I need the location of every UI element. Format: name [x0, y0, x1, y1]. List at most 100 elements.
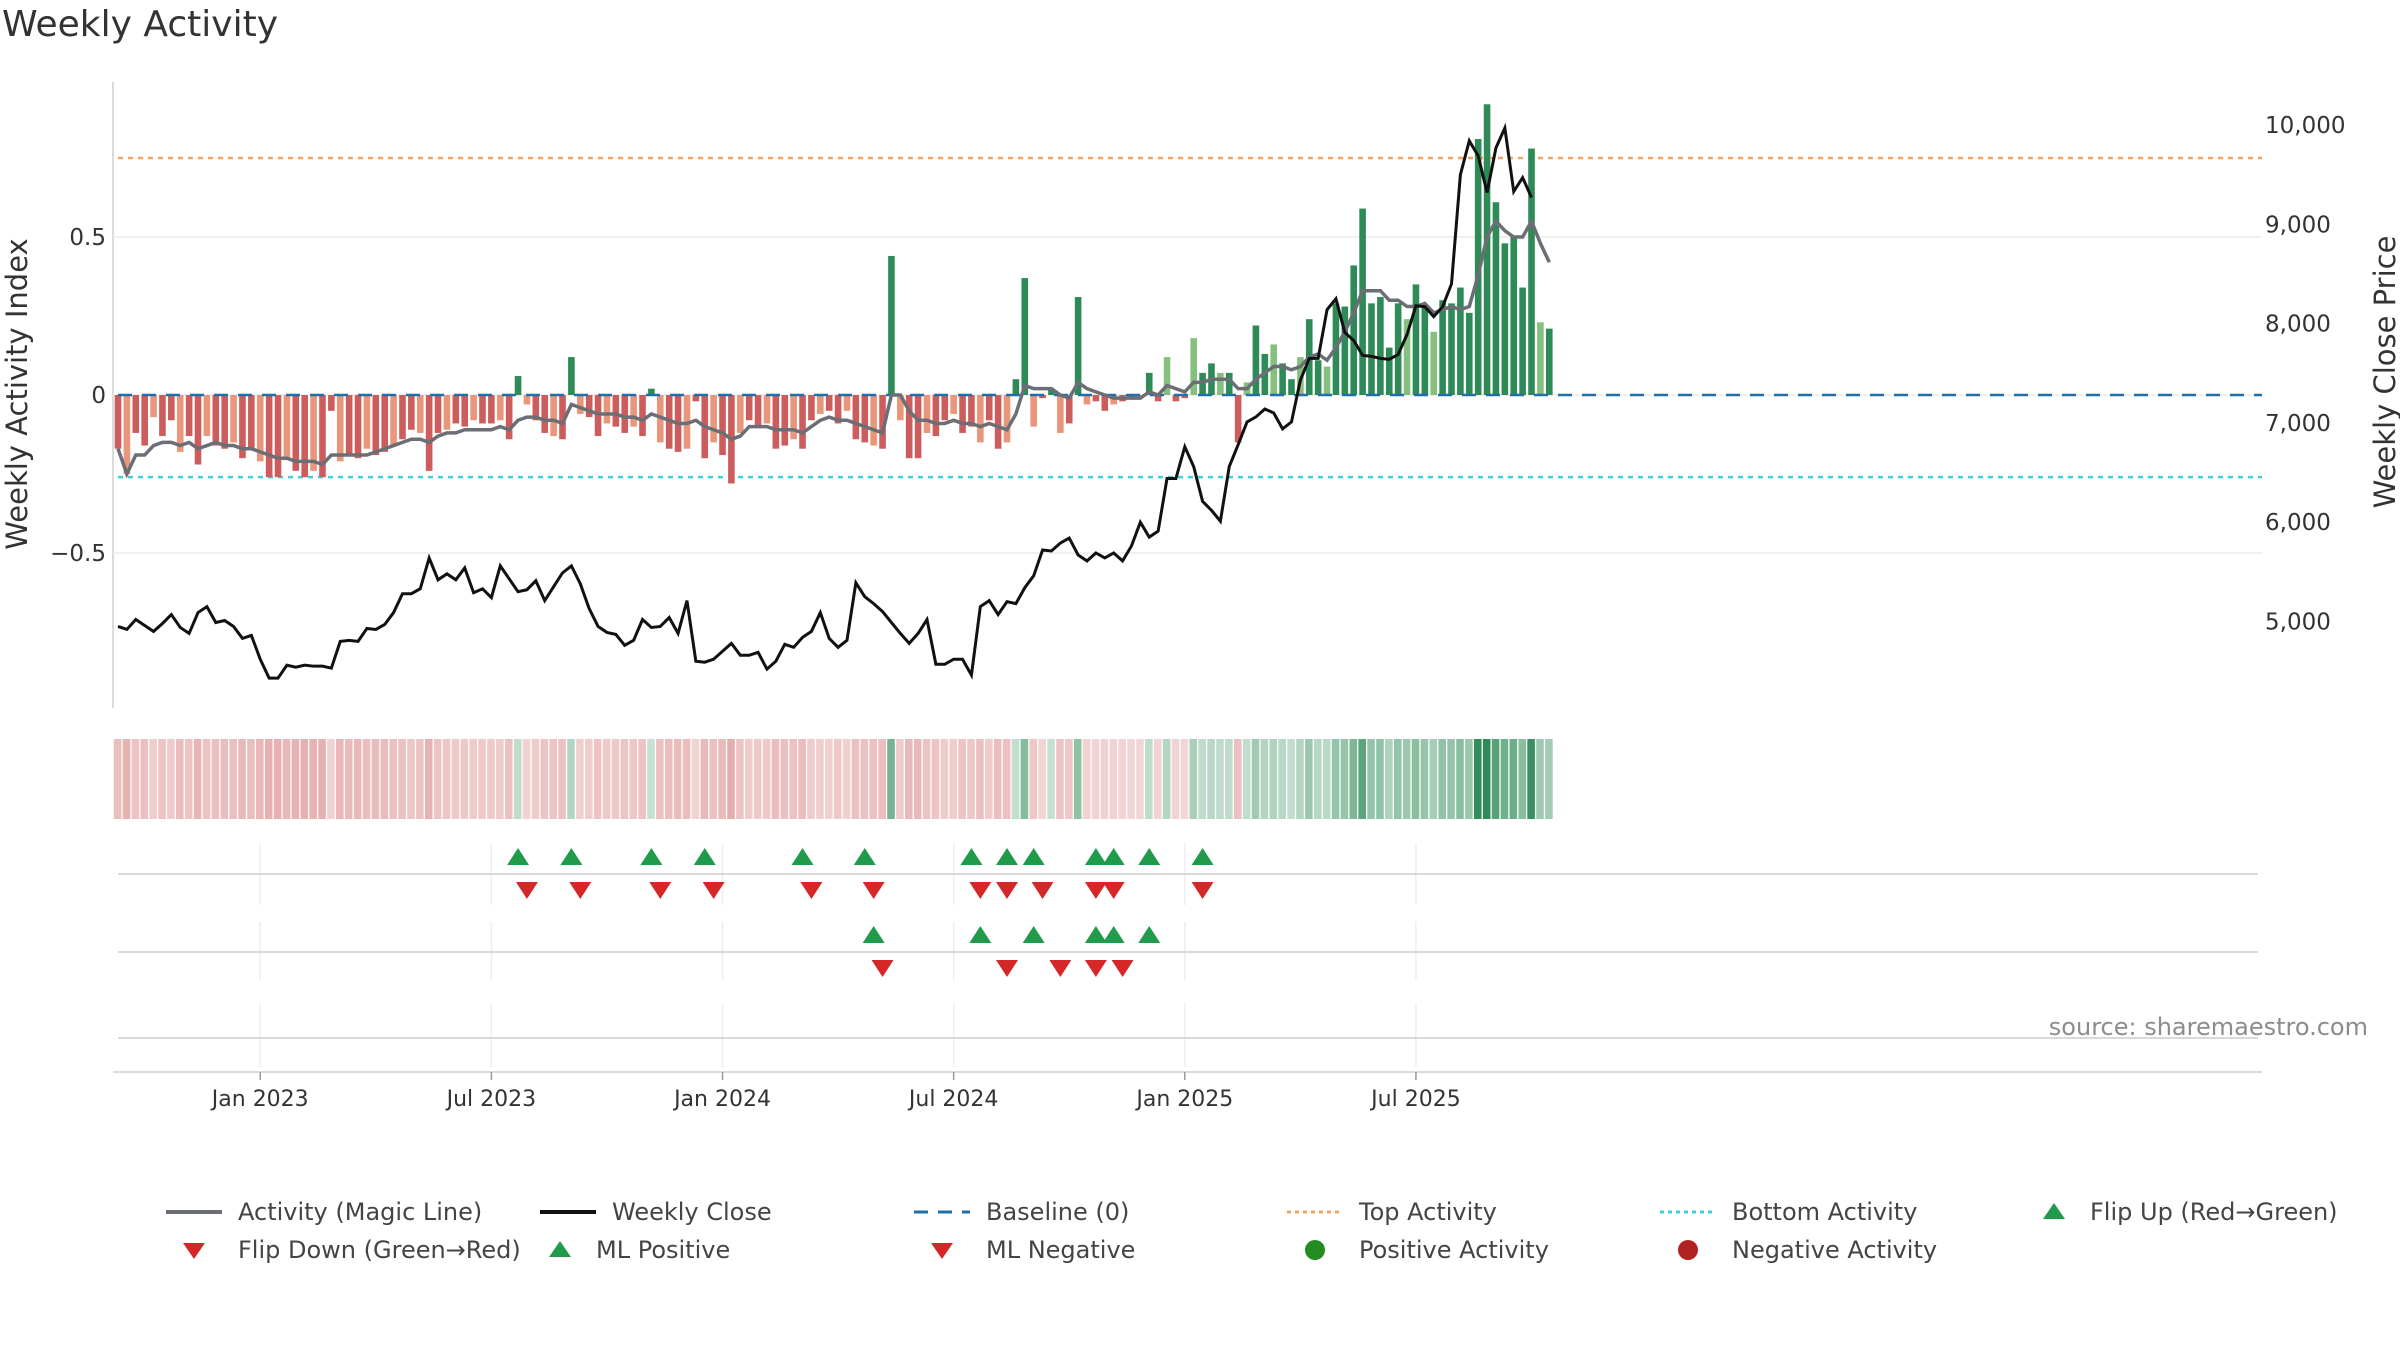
heat-cell [647, 739, 655, 819]
activity-bar [1234, 395, 1242, 443]
heat-cell [1536, 739, 1544, 819]
activity-bar [1190, 338, 1197, 395]
heat-cell [727, 739, 735, 819]
activity-bar [550, 395, 557, 437]
activity-bar [194, 395, 202, 465]
heat-cell [602, 739, 611, 819]
activity-bar [408, 395, 415, 430]
heat-cell [949, 739, 958, 819]
heat-cell [1029, 739, 1038, 819]
activity-bar [1519, 287, 1526, 395]
x-tick-label: Jan 2024 [672, 1087, 771, 1112]
activity-bar [1457, 287, 1464, 395]
activity-bar [861, 395, 869, 443]
heat-cell [256, 739, 264, 819]
activity-bar [1217, 372, 1224, 395]
legend-weekly-close: Weekly Close [538, 1196, 772, 1228]
activity-bar [737, 395, 744, 433]
heat-cell [211, 739, 220, 819]
activity-bar [1314, 360, 1322, 395]
heat-cell [1100, 739, 1109, 819]
ml-positive-marker [1022, 926, 1045, 943]
activity-bar [1039, 395, 1046, 399]
activity-bar [114, 395, 122, 449]
heat-cell [1127, 739, 1135, 819]
activity-bar [319, 395, 326, 478]
legend-flip-down: Flip Down (Green→Red) [164, 1234, 521, 1266]
heat-cell [1331, 739, 1340, 819]
activity-bar [150, 395, 157, 418]
activity-bar [994, 395, 1002, 449]
activity-bar [1528, 148, 1535, 395]
activity-bar [834, 395, 842, 424]
activity-bar [416, 395, 424, 433]
heat-cell [700, 739, 709, 819]
heat-cell [344, 739, 353, 819]
heat-cell [469, 739, 477, 819]
heat-cell [682, 739, 691, 819]
legend-positive-activity: Positive Activity [1285, 1234, 1549, 1266]
right-tick-label: 9,000 [2265, 212, 2331, 238]
heat-cell [1447, 739, 1455, 819]
activity-bar [256, 395, 264, 462]
heat-cell [1002, 739, 1011, 819]
heat-cell [656, 739, 664, 819]
activity-bar [345, 395, 353, 456]
activity-bar [825, 395, 833, 411]
activity-bar [496, 395, 504, 421]
heat-cell [140, 739, 149, 819]
heat-cell [460, 739, 469, 819]
heat-cell [1109, 739, 1118, 819]
heat-cell [549, 739, 558, 819]
activity-bar [905, 395, 913, 459]
legend-baseline-label: Baseline (0) [986, 1198, 1130, 1226]
activity-bar [852, 395, 860, 440]
heat-cell [762, 739, 771, 819]
heat-cell [1207, 739, 1215, 819]
activity-bar [176, 395, 184, 452]
chart-title: Weekly Activity [2, 4, 279, 45]
legend-magic-line-label: Activity (Magic Line) [238, 1198, 483, 1226]
heat-cell [842, 739, 851, 819]
heat-cell [691, 739, 700, 819]
heat-cell [1340, 739, 1349, 819]
flip-down-marker [649, 882, 672, 899]
activity-bar [1145, 372, 1153, 395]
activity-bar [1074, 297, 1082, 395]
legend-negative-activity-label: Negative Activity [1732, 1236, 1938, 1264]
right-tick-label: 8,000 [2265, 312, 2331, 338]
left-axis-label: Weekly Activity Index [0, 238, 34, 549]
ml-positive-marker [862, 926, 885, 943]
activity-bar [959, 395, 966, 433]
activity-bar [248, 395, 255, 449]
flip-down-marker [1031, 882, 1054, 899]
heat-cell [1242, 739, 1251, 819]
activity-bar [1341, 306, 1349, 395]
heat-cell [887, 739, 895, 819]
heat-cell [869, 739, 878, 819]
heat-cell [1065, 739, 1073, 819]
ml-negative-marker [1111, 960, 1134, 977]
heat-cell [1322, 739, 1331, 819]
heat-cell [202, 739, 211, 819]
heat-cell [1145, 739, 1153, 819]
heat-cell [807, 739, 815, 819]
activity-bar [1537, 322, 1544, 395]
legend-ml-negative: ML Negative [912, 1234, 1135, 1266]
heat-cell [193, 739, 202, 819]
heat-cell [744, 739, 753, 819]
heat-cell [309, 739, 317, 819]
heat-cell [789, 739, 798, 819]
heat-cell [1278, 739, 1286, 819]
flip-down-marker [1084, 882, 1107, 899]
heat-cell [238, 739, 246, 819]
activity-bar [1385, 347, 1393, 395]
activity-bar [710, 395, 717, 443]
heat-cell [709, 739, 718, 819]
heat-cell [362, 739, 371, 819]
magic-line [116, 217, 1551, 479]
heat-cell [1091, 739, 1100, 819]
heat-cell [1429, 739, 1438, 819]
heat-cell [149, 739, 157, 819]
activity-bar [1048, 388, 1055, 395]
